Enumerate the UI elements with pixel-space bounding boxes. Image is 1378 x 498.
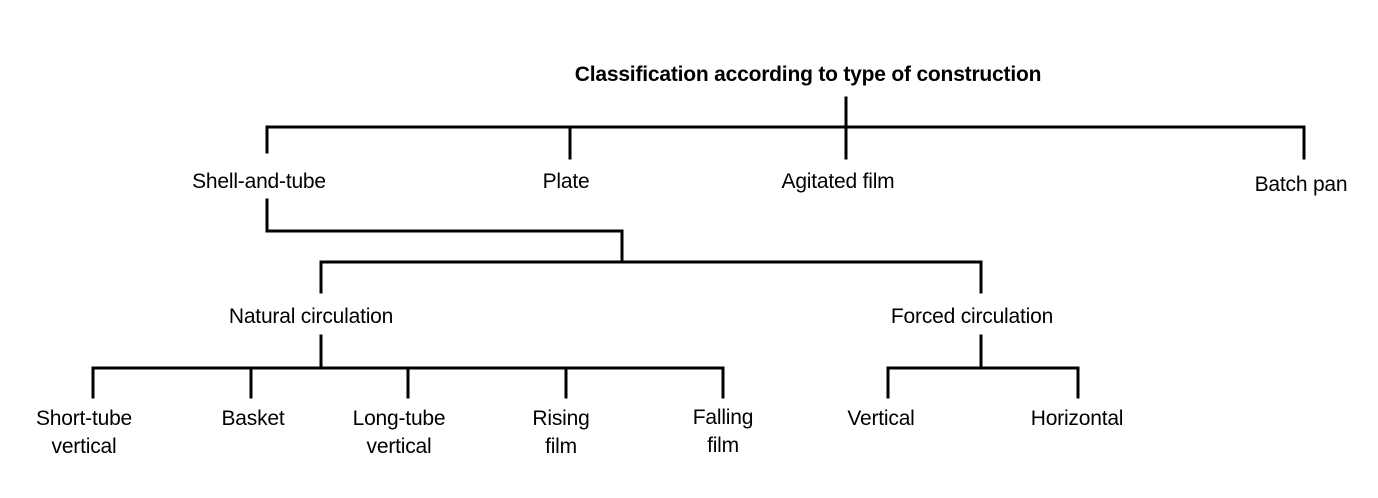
node-natural-circulation: Natural circulation	[228, 305, 394, 328]
node-long-tube-vertical: Long-tube vertical	[353, 405, 446, 461]
short-tube-line2: vertical	[51, 435, 117, 458]
node-vertical: Vertical	[847, 407, 915, 430]
node-falling-film: Falling film	[692, 404, 754, 460]
node-agitated-film: Agitated film	[781, 170, 895, 193]
node-forced-circulation: Forced circulation	[890, 305, 1054, 328]
node-horizontal: Horizontal	[1030, 407, 1124, 430]
rising-film-line1: Rising	[532, 407, 590, 430]
diagram-title: Classification according to type of cons…	[574, 63, 1042, 86]
falling-film-line1: Falling	[692, 406, 754, 429]
node-plate: Plate	[542, 170, 590, 193]
node-batch-pan: Batch pan	[1254, 173, 1348, 196]
node-basket: Basket	[221, 407, 285, 430]
falling-film-line2: film	[707, 434, 739, 457]
rising-film-line2: film	[545, 435, 577, 458]
node-short-tube-vertical: Short-tube vertical	[36, 405, 132, 461]
node-shell-and-tube: Shell-and-tube	[192, 170, 326, 193]
node-rising-film: Rising film	[532, 405, 589, 461]
short-tube-line1: Short-tube	[35, 407, 133, 430]
long-tube-line2: vertical	[366, 435, 432, 458]
long-tube-line1: Long-tube	[352, 407, 446, 430]
